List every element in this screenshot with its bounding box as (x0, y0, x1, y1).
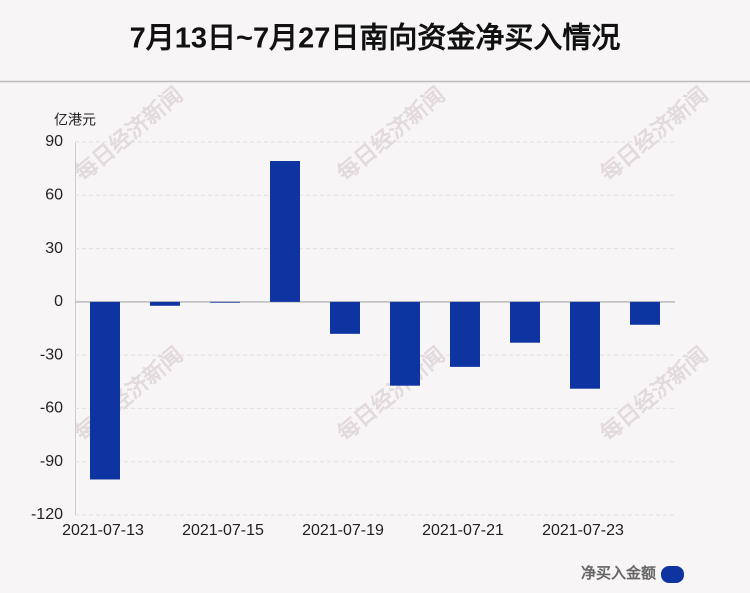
bar (90, 301, 120, 480)
legend-swatch (661, 566, 684, 583)
y-tick-label: -120 (31, 506, 63, 523)
y-tick-label: -30 (40, 346, 63, 363)
bar (390, 301, 420, 386)
x-tick-label: 2021-07-23 (542, 522, 624, 539)
y-tick-label: 90 (45, 133, 63, 150)
bar (630, 301, 660, 325)
y-tick-label: -90 (40, 453, 63, 470)
bar (510, 301, 540, 343)
chart-title: 7月13日~7月27日南向资金净买入情况 (130, 21, 621, 55)
bar (210, 301, 240, 303)
y-tick-label: 30 (45, 240, 63, 257)
bar (270, 161, 300, 302)
bar (150, 301, 180, 306)
x-tick-label: 2021-07-13 (62, 522, 144, 539)
x-tick-label: 2021-07-15 (182, 522, 264, 539)
y-tick-label: -60 (40, 400, 63, 417)
bar (450, 301, 480, 367)
y-tick-label: 60 (45, 187, 63, 204)
legend-label: 净买入金额 (581, 564, 656, 582)
x-tick-label: 2021-07-19 (302, 522, 384, 539)
bar (570, 301, 600, 389)
y-unit: 亿港元 (54, 112, 96, 128)
bar (330, 301, 360, 334)
y-tick-label: 0 (54, 293, 63, 310)
x-tick-label: 2021-07-21 (422, 522, 504, 539)
